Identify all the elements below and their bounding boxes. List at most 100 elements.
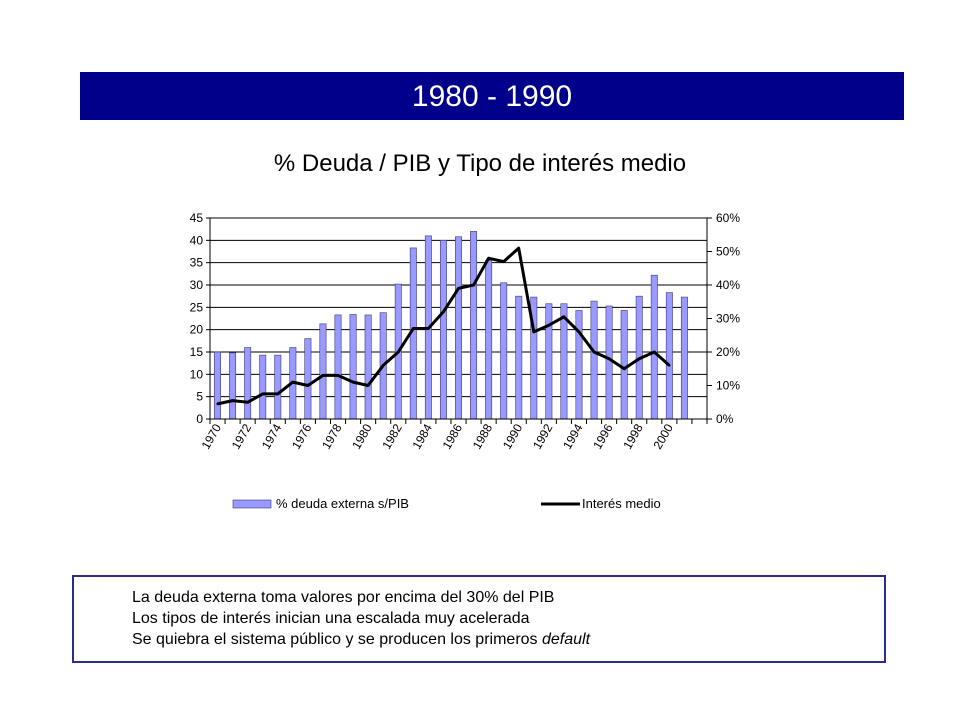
legend-label-bars: % deuda externa s/PIB <box>276 496 409 511</box>
interest-point <box>622 367 626 370</box>
y-left-tick-label: 0 <box>196 412 203 426</box>
bar <box>334 314 342 420</box>
bar <box>545 303 553 420</box>
interest-point <box>427 327 430 330</box>
interest-point <box>562 315 566 319</box>
interest-point <box>607 357 611 360</box>
bar <box>515 295 523 420</box>
bar <box>485 260 493 420</box>
bar <box>274 354 282 420</box>
bar <box>500 282 508 420</box>
y-left-tick-label: 35 <box>190 256 204 270</box>
legend-swatch-bars <box>232 499 272 509</box>
bar <box>349 314 357 420</box>
interest-point <box>306 384 310 387</box>
interest-point <box>366 384 370 387</box>
interest-point <box>502 260 505 263</box>
x-tick-label: 1978 <box>319 421 345 451</box>
x-tick-label: 1992 <box>530 421 556 451</box>
bar <box>605 305 613 420</box>
x-tick-label: 1974 <box>259 421 285 451</box>
y-left-tick-label: 30 <box>190 278 204 292</box>
x-tick-label: 1982 <box>379 421 405 451</box>
bar <box>229 352 237 420</box>
bar <box>214 351 221 420</box>
x-tick-label: 1990 <box>500 421 526 451</box>
note-line-3: Se quiebra el sistema público y se produ… <box>132 629 884 650</box>
legend-label-line: Interés medio <box>582 496 661 511</box>
y-left-tick-label: 45 <box>190 211 204 225</box>
bar <box>364 314 372 420</box>
y-right-tick-label: 20% <box>716 345 740 359</box>
note-line-2: Los tipos de interés inician una escalad… <box>132 610 530 627</box>
interest-point <box>472 283 475 287</box>
bar <box>590 300 598 420</box>
slide-title-banner: 1980 - 1990 <box>80 72 904 120</box>
interest-point <box>321 374 325 377</box>
slide-title: 1980 - 1990 <box>411 80 573 113</box>
interest-point <box>291 380 295 384</box>
x-tick-label: 1984 <box>410 421 436 451</box>
y-right-tick-label: 10% <box>716 379 740 393</box>
bar <box>665 292 673 420</box>
interest-point <box>592 350 596 354</box>
bar <box>575 310 583 420</box>
bar <box>455 236 462 420</box>
y-left-tick-label: 20 <box>190 323 204 337</box>
bar <box>620 310 628 420</box>
bar <box>470 231 478 420</box>
interest-point <box>261 392 264 396</box>
bar <box>304 338 312 420</box>
y-right-tick-label: 0% <box>716 412 734 426</box>
chart-title: % Deuda / PIB y Tipo de interés medio <box>273 150 687 177</box>
y-left-tick-label: 10 <box>190 367 204 381</box>
x-tick-label: 1972 <box>229 421 255 451</box>
note-line-3-text: Se quiebra el sistema público y se produ… <box>132 631 542 648</box>
bar <box>319 323 327 420</box>
bar <box>439 240 447 420</box>
bar <box>244 347 252 420</box>
interest-point <box>216 402 219 406</box>
interest-point <box>653 350 656 354</box>
note-line-1: La deuda externa toma valores por encima… <box>132 589 555 606</box>
x-tick-label: 1994 <box>560 421 586 451</box>
interest-point <box>412 327 415 330</box>
interest-point <box>517 246 520 250</box>
x-tick-label: 1996 <box>590 421 616 451</box>
interest-point <box>532 330 536 334</box>
x-tick-label: 1986 <box>440 421 466 451</box>
interest-point <box>246 401 249 404</box>
interest-point <box>336 374 340 377</box>
interest-point <box>638 357 641 360</box>
y-right-tick-label: 30% <box>716 312 740 326</box>
interest-point <box>397 350 400 354</box>
x-tick-label: 1998 <box>620 421 646 451</box>
y-right-tick-label: 40% <box>716 278 740 292</box>
x-tick-label: 2000 <box>650 421 676 451</box>
y-left-tick-label: 5 <box>196 390 203 404</box>
interest-point <box>457 287 460 290</box>
bar <box>259 354 267 420</box>
x-tick-label: 1980 <box>349 421 375 451</box>
interest-point <box>351 380 355 384</box>
y-right-tick-label: 60% <box>716 211 740 225</box>
bar <box>680 296 688 420</box>
y-right-tick-label: 50% <box>716 245 740 259</box>
interest-point <box>547 324 551 327</box>
notes-box: La deuda externa toma valores por encima… <box>72 575 886 663</box>
x-tick-label: 1988 <box>470 421 496 451</box>
x-tick-label: 1976 <box>289 421 315 451</box>
y-left-tick-label: 25 <box>190 300 204 314</box>
interest-point <box>381 364 385 367</box>
y-left-tick-label: 15 <box>190 345 204 359</box>
interest-point <box>276 392 279 396</box>
interest-point <box>231 399 234 402</box>
interest-point <box>668 364 671 367</box>
note-line-3-italic: default <box>541 631 591 648</box>
bar <box>650 274 658 420</box>
interest-point <box>577 330 581 334</box>
y-left-tick-label: 40 <box>190 233 204 247</box>
interest-point <box>442 310 445 313</box>
interest-point <box>487 257 490 260</box>
